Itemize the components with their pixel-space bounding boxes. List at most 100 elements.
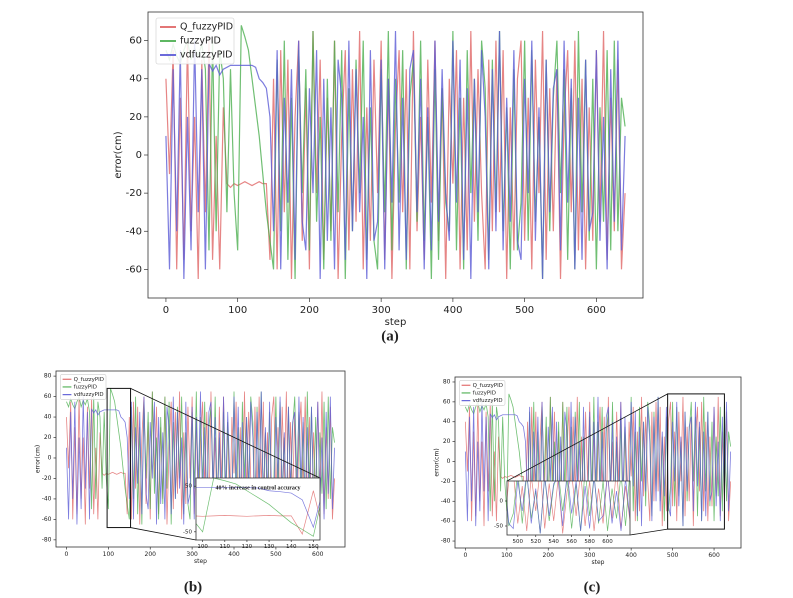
y-tick-label: -80 <box>42 536 52 543</box>
y-tick-label: -60 <box>441 518 451 525</box>
x-tick-label: 300 <box>584 552 596 559</box>
x-tick-label: 0 <box>65 551 69 558</box>
x-tick-label: 560 <box>566 539 577 545</box>
plot-lines <box>196 478 320 537</box>
x-tick-label: 100 <box>501 552 513 559</box>
series-line <box>66 391 335 525</box>
y-tick-label: -60 <box>126 264 142 275</box>
series-line <box>464 396 732 527</box>
zoom-connector <box>629 528 668 536</box>
y-tick-label: -60 <box>42 516 52 523</box>
inset-annotation: 40% increase in control accuracy <box>215 485 300 491</box>
zoom-box <box>667 393 725 530</box>
x-tick-label: 600 <box>708 552 720 559</box>
x-tick-label: 400 <box>625 552 637 559</box>
x-tick-label: 130 <box>264 544 275 550</box>
y-tick-label: 0 <box>500 499 504 505</box>
y-tick-label: 50 <box>185 484 192 490</box>
y-axis-label: error(cm) <box>433 448 440 476</box>
series-line <box>196 490 320 535</box>
x-tick-label: 200 <box>145 551 157 558</box>
x-tick-label: 140 <box>286 544 297 550</box>
y-tick-label: -20 <box>441 478 451 485</box>
x-tick-label: 500 <box>270 551 282 558</box>
plot-frame <box>506 480 631 536</box>
x-tick-label: 120 <box>242 544 253 550</box>
plot-frame <box>55 370 346 548</box>
y-tick-label: -40 <box>42 495 52 502</box>
y-tick-label: 40 <box>443 418 451 425</box>
legend-label: fuzzyPID <box>74 384 97 390</box>
y-tick-label: -20 <box>126 188 142 199</box>
x-tick-label: 500 <box>667 552 679 559</box>
x-tick-label: 500 <box>515 305 534 316</box>
legend-label: Q_fuzzyPID <box>180 22 233 33</box>
legend-box <box>155 17 235 65</box>
y-tick-label: 20 <box>44 434 52 441</box>
y-tick-label: -40 <box>126 226 142 237</box>
x-tick-label: 400 <box>228 551 240 558</box>
x-tick-label: 500 <box>513 539 524 545</box>
y-tick-label: 60 <box>44 393 52 400</box>
x-tick-label: 200 <box>300 305 319 316</box>
y-tick-label: 0 <box>136 150 142 161</box>
legend-label: vdfuzzyPID <box>74 392 104 398</box>
legend-box <box>459 379 506 406</box>
y-tick-label: -20 <box>42 475 52 482</box>
x-tick-label: 100 <box>197 544 208 550</box>
x-tick-label: 100 <box>228 305 247 316</box>
plot-lines <box>507 481 630 534</box>
zoom-connector <box>506 393 668 482</box>
x-tick-label: 110 <box>220 544 231 550</box>
plot-lines <box>165 25 626 279</box>
x-axis-label: step <box>194 558 207 565</box>
y-tick-label: -50 <box>183 529 192 535</box>
y-tick-label: 60 <box>443 398 451 405</box>
legend-label: Q_fuzzyPID <box>74 377 104 383</box>
y-tick-label: 0 <box>447 458 451 465</box>
legend-label: Q_fuzzyPID <box>473 383 503 389</box>
x-tick-label: 200 <box>543 552 555 559</box>
y-tick-label: 80 <box>44 373 52 380</box>
y-tick-label: 40 <box>129 74 142 85</box>
series-line <box>507 481 630 534</box>
chart: 0 100 200 300 400 500 600 -60 -40 -20 0 20 40 60 step e… <box>113 11 644 328</box>
x-tick-label: 100 <box>103 551 115 558</box>
x-tick-label: 300 <box>372 305 391 316</box>
legend-label: vdfuzzyPID <box>473 398 503 404</box>
y-tick-label: 20 <box>443 438 451 445</box>
series-line <box>507 481 630 534</box>
y-tick-label: -50 <box>494 524 503 530</box>
y-tick-label: 20 <box>129 112 142 123</box>
y-tick-label: 40 <box>44 414 52 421</box>
y-tick-label: 0 <box>48 454 52 461</box>
y-tick-label: 80 <box>443 378 451 385</box>
zoom-box <box>106 387 132 529</box>
x-tick-label: 300 <box>186 551 198 558</box>
x-tick-label: 600 <box>312 551 324 558</box>
legend-label: vdfuzzyPID <box>180 50 232 61</box>
zoom-connector <box>130 527 197 541</box>
series-line <box>165 31 626 279</box>
plot-lines <box>464 393 732 527</box>
x-tick-label: 0 <box>163 305 169 316</box>
y-tick-label: -80 <box>441 538 451 545</box>
series-line <box>507 481 630 534</box>
y-axis-label: error(cm) <box>34 445 41 473</box>
series-line <box>196 478 320 537</box>
y-tick-label: 60 <box>129 36 142 47</box>
plot-frame <box>195 477 321 541</box>
caption: (b) <box>184 579 202 595</box>
x-tick-label: 540 <box>548 539 559 545</box>
caption: (c) <box>584 579 601 595</box>
plot-lines <box>66 388 335 525</box>
y-tick-label: -40 <box>441 498 451 505</box>
x-axis-label: step <box>385 317 407 328</box>
caption: (a) <box>381 328 399 344</box>
x-tick-label: 600 <box>587 305 606 316</box>
legend-label: fuzzyPID <box>473 390 496 396</box>
zoom-connector <box>130 388 321 479</box>
x-tick-label: 600 <box>602 539 613 545</box>
x-tick-label: 150 <box>308 544 319 550</box>
